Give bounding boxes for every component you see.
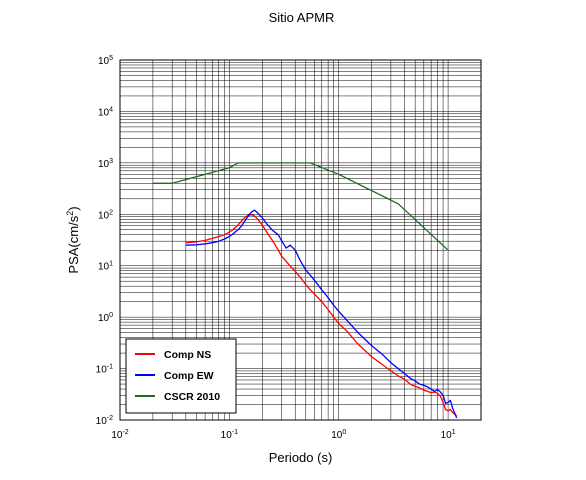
legend-label: Comp NS (164, 349, 211, 361)
series-layer (152, 162, 458, 419)
x-tick-label: 100 (331, 429, 346, 441)
series-line-comp-ew (185, 209, 458, 419)
y-tick-label: 100 (98, 312, 113, 324)
y-tick-label: 10-1 (96, 364, 113, 376)
legend-label: Comp EW (164, 370, 214, 382)
legend-label: CSCR 2010 (164, 391, 220, 403)
y-axis-label: PSA(cm/s2) (65, 206, 81, 273)
x-tick-label: 10-2 (111, 429, 128, 441)
series-line-cscr-2010 (152, 162, 449, 251)
y-tick-label: 101 (98, 261, 113, 273)
chart-title: Sitio APMR (269, 10, 335, 25)
y-tick-label: 105 (98, 55, 113, 67)
plot-frame (119, 59, 482, 421)
y-tick-label: 104 (98, 106, 113, 118)
x-tick-label: 10-1 (221, 429, 238, 441)
series-line-comp-ns (185, 214, 458, 417)
x-tick-label: 101 (441, 429, 456, 441)
y-tick-label: 10-2 (96, 415, 113, 427)
legend: Comp NS Comp EW CSCR 2010 (125, 338, 237, 414)
y-tick-label: 103 (98, 158, 113, 170)
x-axis-label: Periodo (s) (269, 450, 333, 465)
y-tick-label: 102 (98, 209, 113, 221)
